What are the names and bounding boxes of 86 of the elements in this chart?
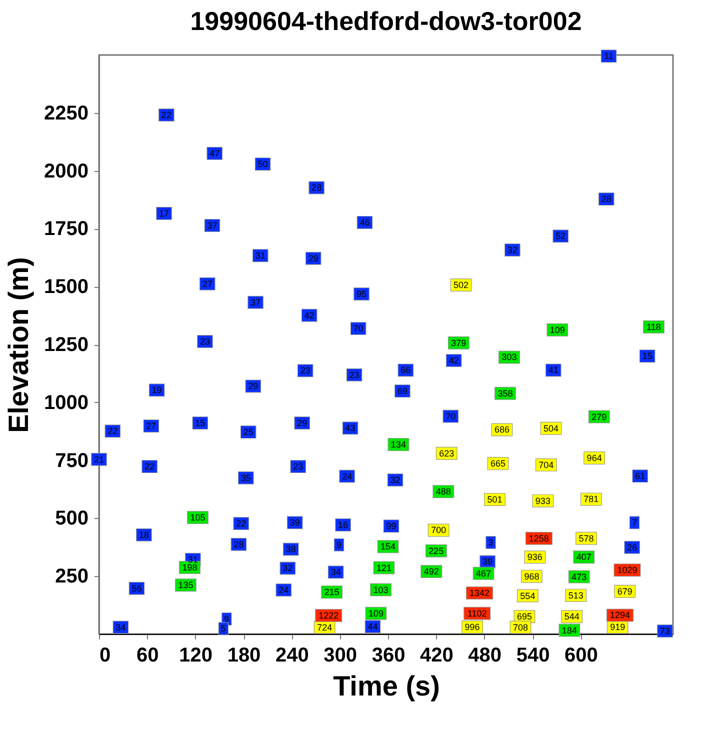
annotation: 23 xyxy=(349,370,360,380)
annotation: 27 xyxy=(202,278,212,289)
y-tick-label: 1750 xyxy=(44,218,88,240)
annotation: 46 xyxy=(360,217,370,228)
x-tick-label: 480 xyxy=(468,644,502,666)
annotation: 29 xyxy=(297,418,308,428)
annotation: 3 xyxy=(488,538,494,548)
annotation: 38 xyxy=(286,544,296,554)
x-tick-label: 0 xyxy=(100,644,111,666)
annotation: 29 xyxy=(248,381,258,392)
annotation: 69 xyxy=(397,386,408,396)
annotation: 11 xyxy=(604,51,614,62)
y-tick-label: 500 xyxy=(55,508,88,530)
annotation: 28 xyxy=(234,539,244,550)
y-tick-label: 1250 xyxy=(44,334,88,356)
x-tick-label: 240 xyxy=(275,644,309,666)
x-axis-title: Time (s) xyxy=(333,670,440,702)
annotation: 29 xyxy=(308,253,318,264)
y-tick-label: 2250 xyxy=(44,102,88,124)
annotation: 35 xyxy=(240,472,251,483)
annotation: 37 xyxy=(207,220,218,230)
annotation: 42 xyxy=(448,355,459,366)
y-axis-title: Elevation (m) xyxy=(3,257,34,433)
annotation: 44 xyxy=(368,622,378,632)
annotation: 19 xyxy=(152,385,162,396)
annotation: 73 xyxy=(660,626,670,636)
annotation: 15 xyxy=(195,418,206,428)
annotation: 9 xyxy=(336,540,342,550)
chart-title: 19990604-thedford-dow3-tor002 xyxy=(190,6,582,36)
x-tick-label: 420 xyxy=(420,644,454,666)
annotation: 50 xyxy=(258,159,268,170)
annotation: 43 xyxy=(345,423,356,434)
annotation: 34 xyxy=(330,567,341,578)
annotation: 22 xyxy=(161,110,172,120)
annotation: 61 xyxy=(635,471,646,482)
annotation: 27 xyxy=(146,421,156,432)
annotation: 24 xyxy=(278,584,289,595)
annotation: 37 xyxy=(250,297,261,308)
annotation: 15 xyxy=(642,351,652,362)
annotation: 23 xyxy=(293,462,304,472)
annotation: 5 xyxy=(220,624,226,634)
annotation: 39 xyxy=(290,518,300,528)
annotation: 99 xyxy=(386,521,396,532)
annotation: 21 xyxy=(94,454,104,464)
annotation: 70 xyxy=(353,324,364,334)
annotation: 9 xyxy=(224,614,230,624)
annotation: 17 xyxy=(159,208,170,218)
annotation: 18 xyxy=(138,530,149,540)
annotation: 39 xyxy=(482,556,493,567)
annotation: 23 xyxy=(300,366,310,376)
annotation: 26 xyxy=(627,542,638,552)
annotation: 66 xyxy=(400,365,411,376)
annotation: 42 xyxy=(304,310,314,320)
annotation: 22 xyxy=(236,518,246,529)
annotation: 56 xyxy=(132,583,142,594)
annotation: 34 xyxy=(116,622,126,632)
annotation: 41 xyxy=(548,365,558,376)
annotation: 22 xyxy=(144,462,155,472)
x-tick-label: 60 xyxy=(136,644,159,666)
annotation: 32 xyxy=(507,245,518,256)
y-tick-label: 2000 xyxy=(44,160,88,182)
annotation: 16 xyxy=(338,520,348,530)
annotation: 52 xyxy=(556,231,566,242)
annotation: 47 xyxy=(210,148,220,158)
x-tick-label: 300 xyxy=(324,644,358,666)
annotation: 7 xyxy=(632,518,637,528)
x-tick-label: 120 xyxy=(179,644,213,666)
x-tick-label: 540 xyxy=(516,644,550,666)
y-tick-label: 250 xyxy=(55,566,88,588)
annotation: 28 xyxy=(601,194,612,204)
annotation: 23 xyxy=(200,336,210,346)
y-tick-label: 750 xyxy=(55,450,88,472)
x-tick-label: 360 xyxy=(372,644,406,666)
y-tick-label: 1500 xyxy=(44,276,88,298)
annotation: 22 xyxy=(108,426,118,436)
annotation: 95 xyxy=(356,289,367,300)
annotation: 24 xyxy=(342,471,352,482)
annotation: 32 xyxy=(282,563,293,574)
x-tick-label: 180 xyxy=(227,644,261,666)
annotation: 32 xyxy=(390,474,400,485)
annotation: 31 xyxy=(255,250,266,261)
annotation: 28 xyxy=(312,182,322,193)
annotation: 25 xyxy=(243,427,254,438)
annotation: 70 xyxy=(446,411,456,422)
y-tick-label: 1000 xyxy=(44,392,88,414)
x-tick-label: 600 xyxy=(564,644,598,666)
